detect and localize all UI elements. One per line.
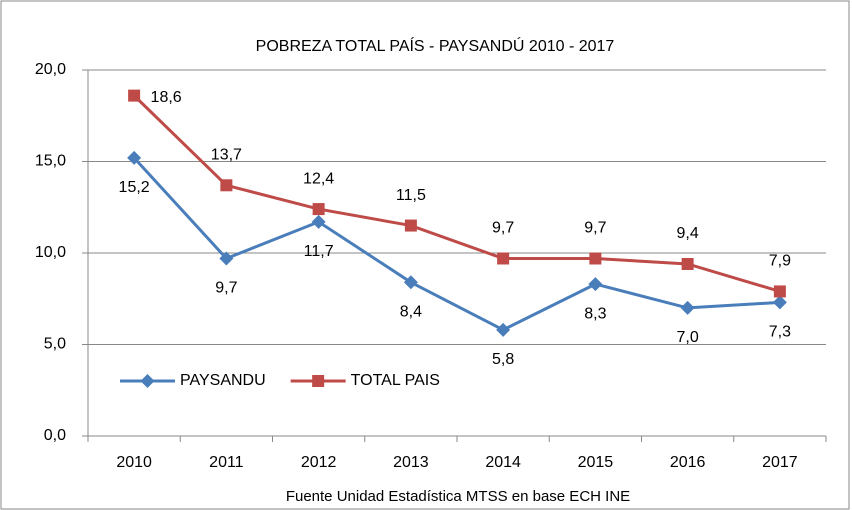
data-point: [127, 150, 142, 165]
x-tick-label: 2017: [762, 454, 798, 471]
legend-label: TOTAL PAIS: [351, 372, 440, 389]
x-tick-label: 2016: [670, 454, 706, 471]
data-label: 9,7: [215, 280, 237, 297]
x-tick-label: 2014: [485, 454, 521, 471]
data-point: [497, 252, 510, 265]
chart-title: POBREZA TOTAL PAÍS - PAYSANDÚ 2010 - 201…: [256, 36, 615, 55]
data-label: 9,4: [677, 225, 699, 242]
data-point: [128, 89, 141, 102]
legend-marker: [140, 374, 155, 388]
data-label: 18,6: [151, 89, 182, 106]
data-label: 11,5: [396, 187, 426, 204]
data-point: [588, 277, 603, 292]
data-label: 13,7: [211, 147, 242, 164]
data-point: [680, 300, 695, 315]
data-point: [773, 285, 786, 298]
data-point: [219, 251, 234, 266]
data-point: [404, 219, 417, 232]
data-label: 11,7: [304, 243, 334, 260]
x-tick-label: 2012: [301, 454, 337, 471]
y-tick-label: 20,0: [35, 61, 66, 78]
data-point: [772, 295, 787, 310]
data-label: 7,0: [677, 329, 699, 346]
data-point: [403, 275, 418, 290]
y-tick-label: 15,0: [35, 153, 66, 170]
series-line: [133, 94, 781, 293]
source-note: Fuente Unidad Estadística MTSS en base E…: [286, 488, 630, 505]
data-point: [220, 179, 233, 192]
x-tick-label: 2011: [209, 454, 244, 471]
legend-marker: [312, 375, 325, 387]
data-point: [312, 203, 325, 216]
data-label: 8,4: [400, 303, 422, 320]
data-label: 7,9: [769, 253, 791, 270]
data-label: 12,4: [303, 170, 334, 187]
x-tick-label: 2013: [393, 454, 429, 471]
y-tick-label: 0,0: [44, 427, 66, 444]
data-point: [311, 214, 326, 229]
x-tick-label: 2010: [116, 454, 152, 471]
y-tick-label: 10,0: [35, 244, 66, 261]
series-line: [133, 156, 780, 332]
y-tick-label: 5,0: [44, 336, 66, 353]
data-label: 9,7: [584, 220, 606, 237]
data-point: [681, 257, 694, 270]
legend-label: PAYSANDU: [180, 372, 266, 389]
data-point: [496, 322, 511, 337]
data-label: 7,3: [769, 324, 791, 341]
data-label: 15,2: [119, 179, 150, 196]
data-label: 5,8: [492, 351, 514, 368]
x-tick-label: 2015: [578, 454, 614, 471]
data-point: [589, 252, 602, 265]
data-label: 8,3: [584, 305, 606, 322]
data-label: 9,7: [492, 220, 514, 237]
